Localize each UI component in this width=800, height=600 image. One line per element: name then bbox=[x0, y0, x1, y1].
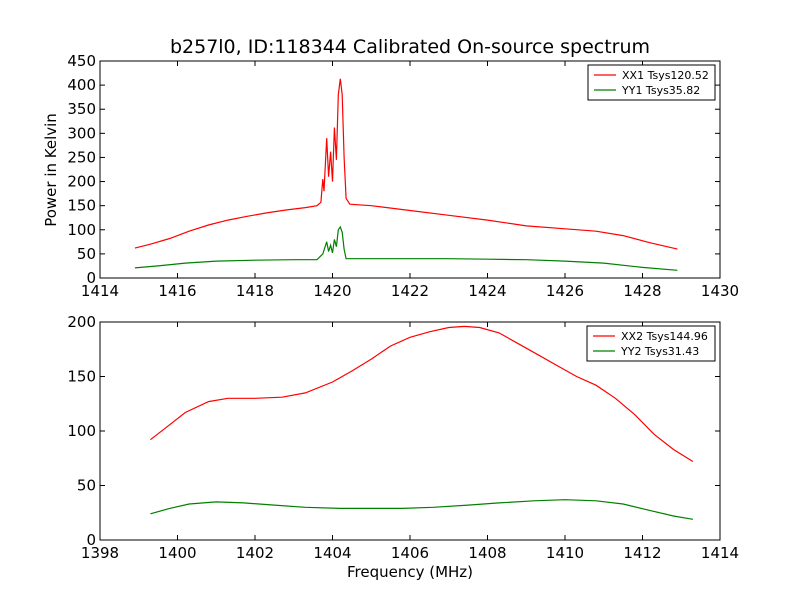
y-tick-label: 450 bbox=[67, 52, 96, 70]
y-tick-label: 0 bbox=[86, 531, 96, 549]
y-tick-label: 0 bbox=[86, 269, 96, 287]
y-tick-label: 50 bbox=[77, 245, 96, 263]
y-tick-label: 100 bbox=[67, 422, 96, 440]
x-tick-label: 1428 bbox=[623, 282, 661, 300]
y-tick-label: 150 bbox=[67, 197, 96, 215]
y-tick-label: 100 bbox=[67, 221, 96, 239]
y-tick-label: 350 bbox=[67, 100, 96, 118]
legend: XX1 Tsys120.52 YY1 Tsys35.82 bbox=[587, 64, 716, 101]
y-tick-label: 250 bbox=[67, 148, 96, 166]
x-tick-label: 1414 bbox=[701, 544, 739, 562]
legend-label: XX1 Tsys120.52 bbox=[622, 69, 709, 82]
chart-title: b257l0, ID:118344 Calibrated On-source s… bbox=[170, 36, 650, 58]
y-tick-label: 400 bbox=[67, 76, 96, 94]
x-tick-label: 1410 bbox=[546, 544, 584, 562]
x-tick-label: 1404 bbox=[313, 544, 351, 562]
y-tick-label: 150 bbox=[67, 368, 96, 386]
x-tick-label: 1424 bbox=[468, 282, 506, 300]
legend-label: XX2 Tsys144.96 bbox=[621, 330, 708, 343]
x-tick-label: 1400 bbox=[158, 544, 196, 562]
x-tick-label: 1416 bbox=[158, 282, 196, 300]
y-tick-label: 200 bbox=[67, 173, 96, 191]
series-line-2 bbox=[134, 225, 678, 271]
y-tick-label: 200 bbox=[67, 313, 96, 331]
legend-box bbox=[587, 64, 716, 101]
x-tick-label: 1418 bbox=[236, 282, 274, 300]
x-tick-label: 1412 bbox=[623, 544, 661, 562]
x-tick-label: 1406 bbox=[391, 544, 429, 562]
x-tick-label: 1426 bbox=[546, 282, 584, 300]
y-axis-label: Power in Kelvin bbox=[42, 113, 60, 227]
legend: XX2 Tsys144.96 YY2 Tsys31.43 bbox=[586, 325, 716, 362]
series-line-1 bbox=[150, 325, 694, 463]
x-tick-label: 1420 bbox=[313, 282, 351, 300]
x-tick-label: 1430 bbox=[701, 282, 739, 300]
legend-label: YY2 Tsys31.43 bbox=[620, 345, 699, 358]
x-axis-label: Frequency (MHz) bbox=[347, 563, 473, 581]
series-line-2 bbox=[150, 499, 694, 520]
x-tick-label: 1422 bbox=[391, 282, 429, 300]
y-tick-label: 300 bbox=[67, 124, 96, 142]
bottom-chart-panel: 1398 1400 1402 1404 1406 1408 1410 1412 1414 0 50 1… bbox=[67, 313, 739, 562]
x-tick-label: 1408 bbox=[468, 544, 506, 562]
y-tick-label: 50 bbox=[77, 477, 96, 495]
x-tick-label: 1402 bbox=[236, 544, 274, 562]
top-chart-panel: 1414 1416 1418 1420 1422 1424 1426 1428 1430 0 50 1… bbox=[67, 52, 739, 300]
series-line-1 bbox=[134, 78, 678, 250]
legend-box bbox=[586, 325, 716, 362]
x-tick-label: 1398 bbox=[81, 544, 119, 562]
legend-label: YY1 Tsys35.82 bbox=[621, 84, 700, 97]
x-tick-label: 1414 bbox=[81, 282, 119, 300]
